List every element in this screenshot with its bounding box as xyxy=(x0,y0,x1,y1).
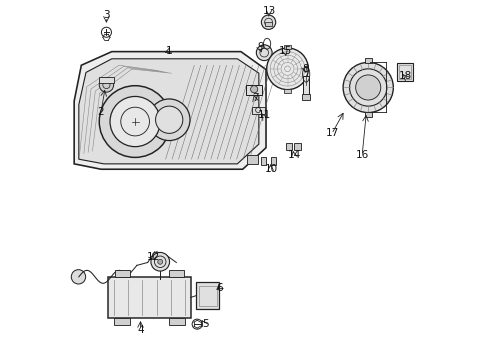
Bar xyxy=(284,89,290,93)
Circle shape xyxy=(99,86,171,157)
Bar xyxy=(99,77,113,83)
Bar xyxy=(247,155,258,164)
Circle shape xyxy=(192,319,202,329)
Circle shape xyxy=(151,252,169,271)
Text: 10: 10 xyxy=(264,164,277,174)
Text: 4: 4 xyxy=(137,325,143,335)
Bar xyxy=(196,282,219,309)
Text: 17: 17 xyxy=(325,129,338,138)
Text: 3: 3 xyxy=(103,10,109,20)
Circle shape xyxy=(99,78,113,92)
Bar xyxy=(108,277,190,318)
Bar xyxy=(364,112,371,117)
Circle shape xyxy=(250,86,257,93)
Text: 6: 6 xyxy=(216,283,222,293)
Bar xyxy=(270,157,276,165)
Bar xyxy=(294,143,300,149)
Circle shape xyxy=(256,45,271,60)
Circle shape xyxy=(71,270,85,284)
Bar xyxy=(115,270,129,277)
Bar xyxy=(246,85,262,95)
Text: 12: 12 xyxy=(146,252,160,262)
Bar xyxy=(398,65,410,79)
Bar xyxy=(284,45,290,49)
Text: 15: 15 xyxy=(279,46,292,56)
Bar xyxy=(251,107,264,114)
Text: 5: 5 xyxy=(202,319,208,329)
Circle shape xyxy=(158,259,163,264)
Circle shape xyxy=(355,75,380,100)
Bar xyxy=(303,76,308,96)
Bar xyxy=(199,286,216,306)
Circle shape xyxy=(101,27,111,37)
Circle shape xyxy=(266,48,308,90)
Bar xyxy=(113,318,129,324)
Text: 1: 1 xyxy=(165,46,172,56)
Bar xyxy=(169,270,183,277)
Text: 9: 9 xyxy=(257,42,264,52)
Polygon shape xyxy=(79,59,258,164)
Circle shape xyxy=(148,99,190,140)
Circle shape xyxy=(261,15,275,30)
Bar xyxy=(301,94,310,100)
Bar xyxy=(169,318,185,324)
Polygon shape xyxy=(74,51,265,169)
Circle shape xyxy=(110,96,160,147)
Text: 18: 18 xyxy=(398,71,412,81)
Bar xyxy=(285,143,292,149)
Text: 16: 16 xyxy=(355,150,369,160)
Text: 14: 14 xyxy=(287,150,301,160)
Text: 8: 8 xyxy=(302,64,308,74)
Bar xyxy=(396,63,412,81)
Text: 7: 7 xyxy=(251,93,258,103)
Text: 13: 13 xyxy=(263,6,276,17)
Circle shape xyxy=(155,106,183,134)
Bar xyxy=(260,157,266,165)
Bar xyxy=(364,58,371,63)
Text: 2: 2 xyxy=(98,107,104,117)
Circle shape xyxy=(343,62,392,113)
Bar xyxy=(264,22,271,26)
Text: 11: 11 xyxy=(257,111,270,121)
